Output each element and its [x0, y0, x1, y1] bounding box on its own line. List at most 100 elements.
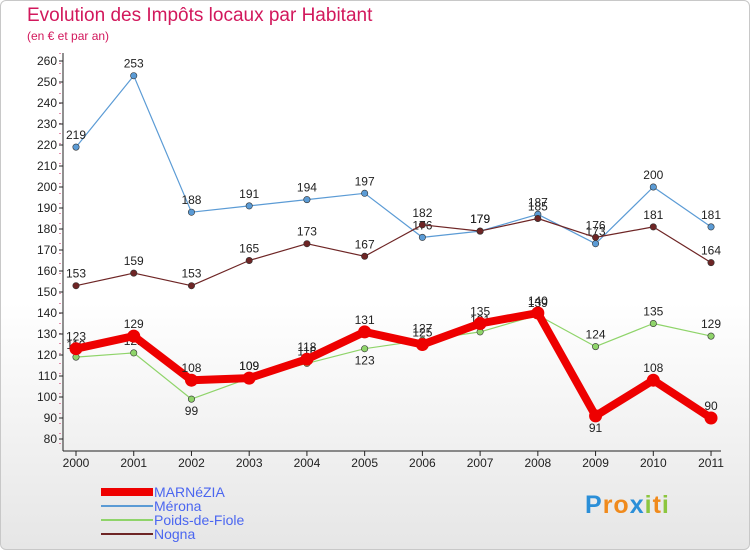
y-tick-label: 120 [37, 348, 57, 362]
legend-swatch-merona [101, 505, 153, 507]
data-label-merona: 188 [181, 193, 201, 207]
data-point-marnezia [358, 325, 372, 339]
data-point-nogna [476, 227, 484, 235]
y-tick-label: 110 [38, 369, 57, 383]
data-label-poids: 123 [355, 354, 375, 368]
data-label-nogna: 185 [528, 200, 548, 214]
x-tick-label: 2002 [178, 456, 205, 470]
legend-swatch-poids-de-fiole [101, 519, 153, 521]
legend-label-poids-de-fiole: Poids-de-Fiole [154, 512, 245, 528]
legend-item-marnezia: MARNéZIA [101, 485, 244, 499]
logo-letter: i [644, 491, 653, 519]
data-label-poids: 139 [528, 296, 548, 310]
data-label-marnezia: 129 [124, 317, 144, 331]
data-label-nogna: 182 [412, 206, 432, 220]
data-point-poids [707, 332, 715, 340]
legend-item-nogna: Nogna [101, 527, 244, 541]
x-tick-label: 2001 [120, 456, 147, 470]
logo-letter: P [585, 491, 603, 519]
data-label-merona: 253 [124, 57, 144, 71]
data-point-poids [361, 345, 369, 353]
data-label-merona: 200 [643, 168, 663, 182]
data-point-nogna [303, 240, 311, 248]
y-tick-label: 180 [37, 222, 57, 236]
x-tick-label: 2003 [236, 456, 263, 470]
proxiti-logo: Proxiti [585, 491, 670, 520]
data-label-merona: 179 [470, 212, 490, 226]
data-label-poids: 124 [586, 328, 606, 342]
data-point-nogna [130, 269, 138, 277]
y-tick-label: 250 [37, 75, 57, 89]
y-tick-label: 130 [37, 327, 57, 341]
data-label-nogna: 165 [239, 242, 259, 256]
data-point-poids [130, 349, 138, 357]
x-tick-label: 2007 [467, 456, 494, 470]
y-tick-label: 80 [44, 432, 58, 446]
y-tick-label: 240 [37, 96, 57, 110]
series-line-nogna [75, 217, 712, 287]
data-point-nogna [72, 282, 80, 290]
data-point-marnezia [704, 411, 718, 425]
data-label-marnezia: 125 [412, 326, 432, 340]
y-tick-label: 190 [37, 201, 57, 215]
y-tick-label: 150 [37, 285, 57, 299]
x-tick-label: 2009 [582, 456, 609, 470]
data-point-poids [649, 319, 657, 327]
data-label-nogna: 179 [470, 212, 490, 226]
x-tick-label: 2000 [63, 456, 90, 470]
logo-letter: r [602, 491, 614, 519]
x-tick-label: 2004 [294, 456, 321, 470]
legend-label-marnezia: MARNéZIA [154, 484, 225, 500]
data-point-marnezia [69, 342, 83, 356]
data-point-marnezia [473, 317, 487, 330]
series-line-marnezia [72, 309, 716, 422]
data-label-poids: 109 [239, 359, 259, 373]
data-point-merona [187, 208, 195, 216]
logo-letter: t [652, 491, 662, 519]
chart-subtitle: (en € et par an) [27, 29, 110, 43]
data-point-nogna [592, 233, 600, 241]
data-point-nogna [707, 259, 715, 267]
legend-label-merona: Mérona [154, 498, 202, 514]
data-label-merona: 187 [528, 195, 548, 209]
data-label-merona: 191 [239, 187, 259, 201]
data-label-poids: 99 [185, 404, 199, 418]
y-tick-label: 220 [37, 138, 57, 152]
x-tick-label: 2008 [524, 456, 551, 470]
data-label-poids: 127 [412, 321, 432, 335]
data-label-marnezia: 123 [66, 330, 86, 344]
data-point-marnezia [127, 329, 141, 343]
data-label-poids: 135 [643, 305, 663, 319]
x-tick-label: 2010 [640, 456, 667, 470]
data-point-marnezia [415, 338, 429, 351]
x-tick-label: 2006 [409, 456, 436, 470]
data-label-marnezia: 108 [181, 361, 201, 375]
legend-swatch-marnezia [101, 488, 153, 496]
legend-swatch-nogna [101, 533, 153, 535]
data-label-nogna: 176 [586, 218, 606, 232]
data-point-nogna [361, 252, 369, 260]
data-label-poids: 129 [701, 317, 721, 331]
data-point-merona [592, 240, 600, 248]
x-tick-label: 2011 [698, 456, 724, 470]
data-point-merona [245, 202, 253, 210]
data-label-nogna: 181 [643, 208, 663, 222]
data-point-poids [592, 343, 600, 351]
chart-title: Evolution des Impôts locaux par Habitant [27, 5, 373, 26]
logo-letter: x [629, 491, 645, 519]
series-line-poids [75, 314, 712, 400]
data-point-merona [707, 223, 715, 231]
data-point-nogna [187, 282, 195, 290]
data-label-marnezia: 109 [239, 359, 259, 373]
data-label-nogna: 173 [297, 225, 317, 239]
data-point-merona [130, 72, 138, 80]
data-point-marnezia [589, 409, 603, 423]
data-label-marnezia: 90 [704, 399, 718, 413]
data-point-merona [303, 196, 311, 204]
x-tick-label: 2005 [351, 456, 378, 470]
data-label-marnezia: 108 [643, 361, 663, 375]
data-label-merona: 181 [701, 208, 721, 222]
y-tick-label: 210 [37, 159, 57, 173]
